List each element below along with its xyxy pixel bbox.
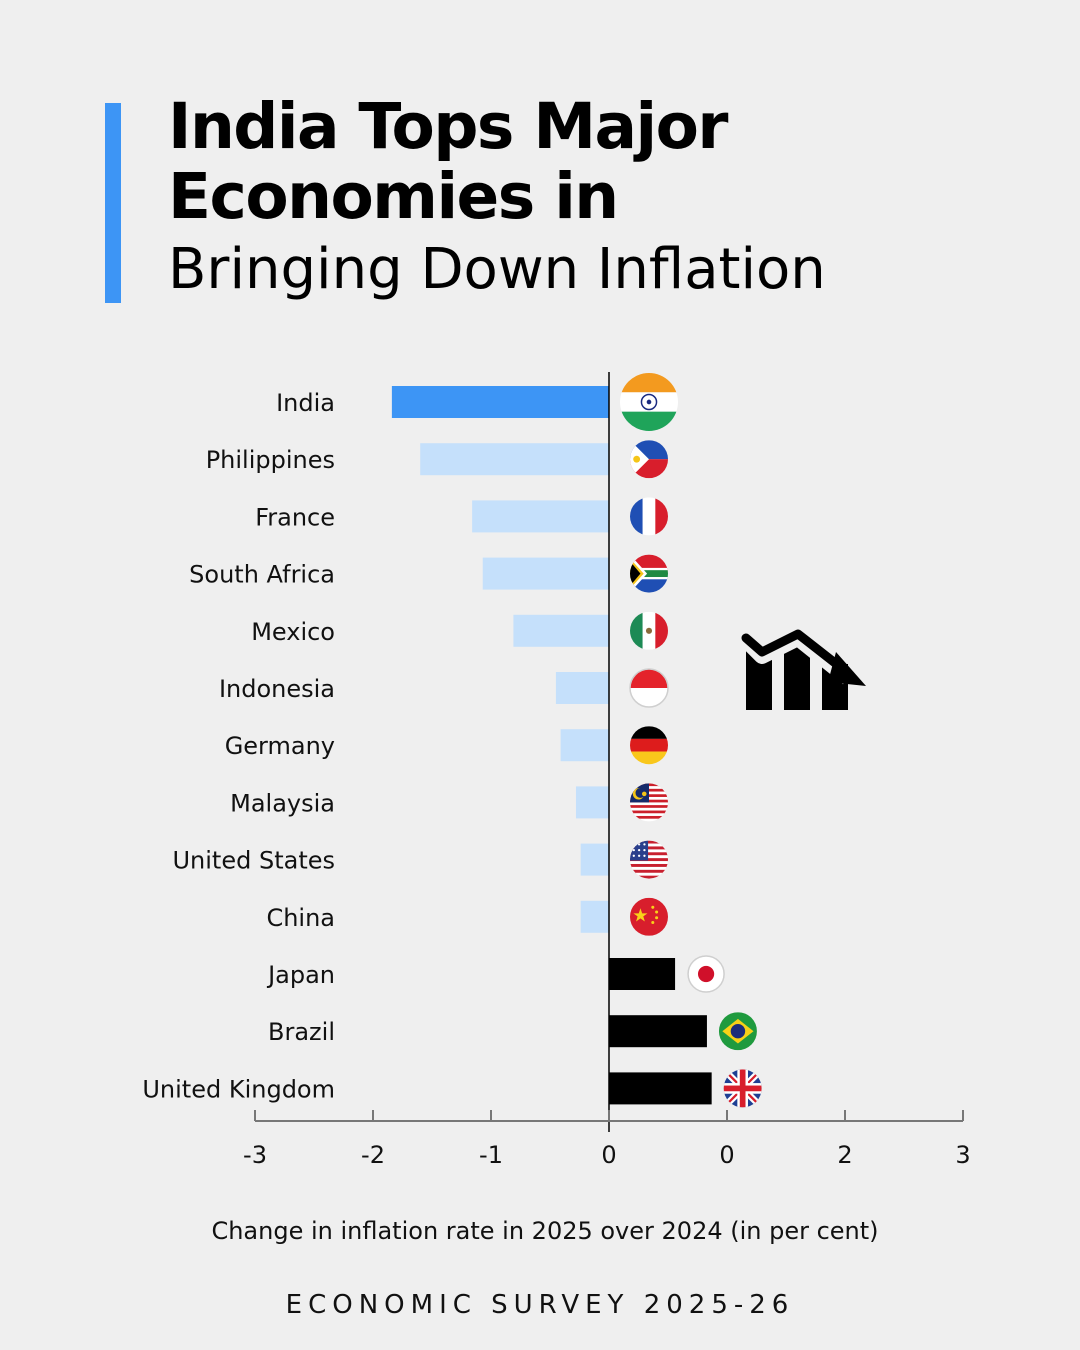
title-line-1: India Tops Major: [168, 90, 728, 163]
source-footer: ECONOMIC SURVEY 2025-26: [285, 1290, 795, 1320]
x-tick-label: 3: [955, 1141, 970, 1169]
philippines-flag-icon: [630, 440, 668, 479]
bar-south-africa: [482, 557, 609, 590]
bar-germany: [560, 729, 609, 762]
bar-indonesia: [555, 672, 609, 704]
subtitle: Bringing Down Inflation: [168, 237, 826, 302]
x-tick-label: 0: [719, 1141, 734, 1169]
bar-brazil: [609, 1015, 707, 1048]
category-label: Japan: [266, 961, 335, 989]
title-line-2: Economies in: [168, 160, 619, 233]
china-flag-icon: [630, 897, 668, 936]
bar-japan: [609, 958, 676, 990]
x-tick-label: 2: [837, 1141, 852, 1169]
category-label: India: [276, 389, 335, 417]
malaysia-flag-icon: [630, 783, 668, 822]
category-label: France: [255, 503, 335, 531]
france-flag-icon: [630, 497, 668, 536]
title-accent-bar: [105, 103, 121, 303]
bar-mexico: [513, 614, 609, 647]
category-label: Malaysia: [230, 789, 335, 817]
bar-india: [391, 386, 609, 418]
united-kingdom-flag-icon: [723, 1069, 762, 1108]
x-tick-label: -1: [479, 1141, 503, 1169]
bar-malaysia: [575, 786, 609, 819]
bar-united-states: [580, 843, 609, 876]
bar-france: [472, 500, 609, 533]
category-label: Brazil: [268, 1018, 335, 1046]
category-label: United Kingdom: [142, 1075, 335, 1103]
x-tick-label: -3: [243, 1141, 267, 1169]
category-label: Germany: [225, 732, 335, 760]
category-label: China: [266, 904, 335, 932]
title-block: India Tops Major Economies in Bringing D…: [168, 92, 826, 308]
category-label: United States: [172, 847, 335, 875]
category-label: Philippines: [206, 446, 335, 474]
category-label: Mexico: [251, 618, 335, 646]
japan-flag-icon: [687, 955, 725, 993]
india-flag-icon: [620, 373, 678, 431]
bar-china: [580, 900, 609, 933]
bar-philippines: [420, 443, 609, 476]
category-label: South Africa: [189, 561, 335, 589]
x-tick-label: -2: [361, 1141, 385, 1169]
germany-flag-icon: [630, 726, 668, 765]
united-states-flag-icon: [630, 840, 668, 879]
indonesia-flag-icon: [629, 668, 669, 708]
x-axis-label: Change in inflation rate in 2025 over 20…: [211, 1217, 879, 1245]
brazil-flag-icon: [718, 1012, 757, 1051]
falling-bar-chart-icon: [740, 629, 866, 710]
x-tick-label: 0: [601, 1141, 616, 1169]
mexico-flag-icon: [630, 611, 668, 650]
south-africa-flag-icon: [630, 554, 668, 593]
bar-united-kingdom: [609, 1072, 712, 1105]
category-label: Indonesia: [219, 675, 335, 703]
